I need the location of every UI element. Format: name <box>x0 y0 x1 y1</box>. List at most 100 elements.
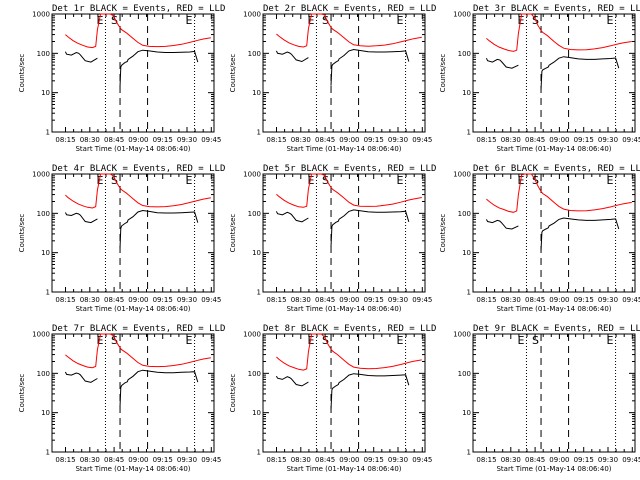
panel-det-9: Det 9r BLACK = Events, RED = LLD 1 10 100 10… <box>453 324 640 473</box>
x-tick-label: 09:45 <box>201 136 221 144</box>
x-axis-label: Start Time (01-May-14 08:06:40) <box>75 305 190 313</box>
x-axis: 08:15 08:30 08:45 09:00 09:15 09:30 09:45 <box>266 14 432 144</box>
panel-title: Det 2r BLACK = Events, RED = LLD <box>263 4 436 14</box>
plot-frame <box>262 333 426 453</box>
x-tick-label: 09:00 <box>549 456 569 464</box>
marker-label: E <box>307 334 314 347</box>
series-events-line <box>485 57 519 69</box>
x-tick-label: 09:00 <box>549 136 569 144</box>
x-tick-label: 08:45 <box>315 136 335 144</box>
series-lld-line <box>486 13 632 52</box>
y-axis-label: Counts/sec <box>229 374 237 413</box>
y-tick-label: 10 <box>252 89 261 97</box>
marker-label: E <box>607 334 614 347</box>
y-axis: 1 10 100 1000 <box>453 331 635 457</box>
y-tick-label: 100 <box>458 210 471 218</box>
plot-frame <box>472 333 636 453</box>
marker-label: E <box>307 174 314 187</box>
panel-det-3: Det 3r BLACK = Events, RED = LLD 1 10 100 10… <box>439 4 640 153</box>
y-tick-label: 100 <box>37 370 50 378</box>
series-events-line <box>64 51 98 63</box>
panel-title: Det 6r BLACK = Events, RED = LLD <box>473 164 640 174</box>
panel-title: Det 1r BLACK = Events, RED = LLD <box>52 4 225 14</box>
panel-det-8: Det 8r BLACK = Events, RED = LLD 1 10 100 10… <box>229 324 436 473</box>
y-tick-label: 10 <box>462 249 471 257</box>
series-lld-line <box>65 333 211 369</box>
panel-title: Det 7r BLACK = Events, RED = LLD <box>52 324 225 334</box>
series-events-line <box>119 49 199 87</box>
x-tick-label: 09:15 <box>153 136 173 144</box>
plot-frame <box>51 13 215 133</box>
y-tick-label: 1 <box>257 129 261 137</box>
x-tick-label: 09:15 <box>153 456 173 464</box>
x-tick-label: 09:30 <box>598 456 618 464</box>
x-tick-label: 09:45 <box>622 456 640 464</box>
plot-frame <box>51 333 215 453</box>
series-lld-line <box>276 333 422 371</box>
x-axis: 08:15 08:30 08:45 09:00 09:15 09:30 09:45 <box>55 174 221 304</box>
x-tick-label: 09:00 <box>339 456 359 464</box>
x-tick-label: 08:15 <box>266 296 286 304</box>
x-tick-label: 09:00 <box>128 456 148 464</box>
marker-label: S <box>111 14 118 27</box>
x-tick-label: 08:45 <box>525 136 545 144</box>
x-axis: 08:15 08:30 08:45 09:00 09:15 09:30 09:45 <box>55 334 221 464</box>
y-tick-label: 1000 <box>453 171 471 179</box>
y-tick-label: 1 <box>46 289 50 297</box>
series-lld-line <box>276 13 422 48</box>
y-tick-label: 1000 <box>243 331 261 339</box>
y-axis-label: Counts/sec <box>18 214 26 253</box>
y-tick-label: 1 <box>257 289 261 297</box>
y-axis: 1 10 100 1000 <box>243 171 425 297</box>
x-tick-label: 09:00 <box>128 136 148 144</box>
x-axis-label: Start Time (01-May-14 08:06:40) <box>496 305 611 313</box>
y-tick-label: 1 <box>467 289 471 297</box>
y-tick-label: 1000 <box>453 11 471 19</box>
series-lld-line <box>65 13 211 49</box>
series-events-line <box>275 50 309 63</box>
marker-label: E <box>397 174 404 187</box>
y-tick-label: 100 <box>37 50 50 58</box>
x-tick-label: 09:15 <box>153 296 173 304</box>
series-events-line <box>64 371 98 383</box>
marker-label: E <box>186 334 193 347</box>
y-tick-label: 1 <box>467 129 471 137</box>
y-tick-label: 100 <box>248 370 261 378</box>
y-tick-label: 1000 <box>32 11 50 19</box>
plot-frame <box>472 13 636 133</box>
x-tick-label: 08:15 <box>55 456 75 464</box>
x-tick-label: 09:45 <box>412 136 432 144</box>
y-tick-label: 1000 <box>32 331 50 339</box>
y-axis: 1 10 100 1000 <box>243 11 425 137</box>
x-tick-label: 08:15 <box>266 456 286 464</box>
y-tick-label: 10 <box>252 409 261 417</box>
marker-label: E <box>607 14 614 27</box>
marker-label: S <box>111 174 118 187</box>
y-tick-label: 1000 <box>243 11 261 19</box>
x-tick-label: 08:30 <box>291 456 311 464</box>
x-axis-label: Start Time (01-May-14 08:06:40) <box>496 465 611 473</box>
marker-label: S <box>532 334 539 347</box>
x-tick-label: 08:15 <box>476 456 496 464</box>
x-tick-label: 09:00 <box>549 296 569 304</box>
x-axis-label: Start Time (01-May-14 08:06:40) <box>496 145 611 153</box>
marker-label: S <box>111 334 118 347</box>
x-tick-label: 08:15 <box>476 136 496 144</box>
x-axis-label: Start Time (01-May-14 08:06:40) <box>286 305 401 313</box>
x-axis: 08:15 08:30 08:45 09:00 09:15 09:30 09:45 <box>266 174 432 304</box>
plot-frame <box>51 173 215 293</box>
y-tick-label: 1 <box>46 129 50 137</box>
x-tick-label: 08:15 <box>55 136 75 144</box>
x-tick-label: 09:15 <box>364 136 384 144</box>
x-tick-label: 08:30 <box>291 296 311 304</box>
x-tick-label: 08:45 <box>525 296 545 304</box>
x-tick-label: 08:30 <box>80 136 100 144</box>
y-tick-label: 1000 <box>243 171 261 179</box>
x-tick-label: 08:30 <box>80 456 100 464</box>
x-tick-label: 09:30 <box>388 296 408 304</box>
panel-det-4: Det 4r BLACK = Events, RED = LLD 1 10 100 10… <box>18 164 225 313</box>
x-tick-label: 08:45 <box>315 296 335 304</box>
x-tick-label: 09:45 <box>412 456 432 464</box>
